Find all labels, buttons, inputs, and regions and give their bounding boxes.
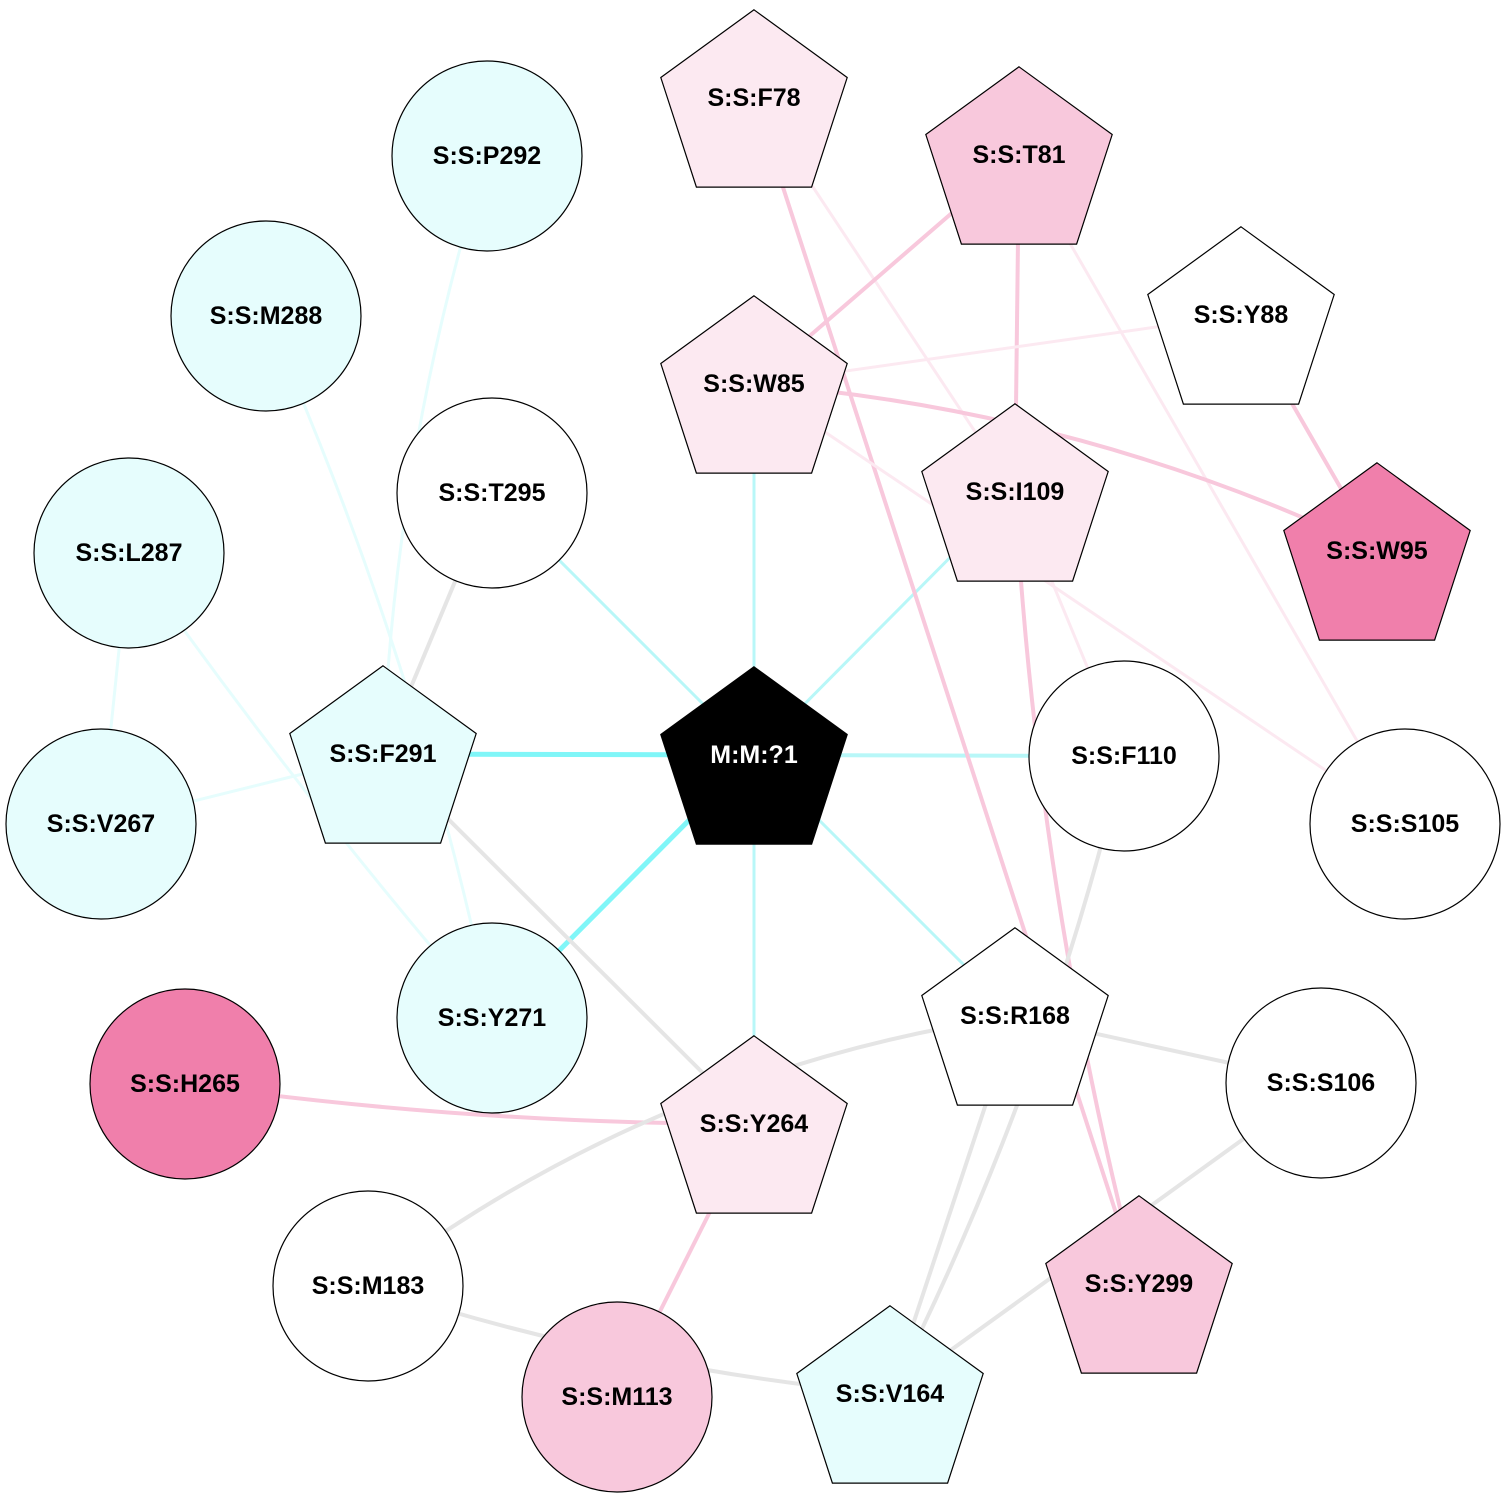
- node-s-s-y264[interactable]: S:S:Y264: [660, 1035, 848, 1214]
- node-m-m-1[interactable]: M:M:?1: [660, 666, 848, 845]
- node-label: S:S:M288: [210, 302, 323, 330]
- node-label: S:S:R168: [960, 1002, 1070, 1030]
- node-s-s-f291[interactable]: S:S:F291: [289, 665, 477, 844]
- pentagon-node-shape: [660, 9, 848, 188]
- node-s-s-w95[interactable]: S:S:W95: [1283, 462, 1471, 641]
- node-s-s-t81[interactable]: S:S:T81: [925, 66, 1113, 245]
- node-label: S:S:F78: [707, 84, 800, 112]
- node-label: S:S:Y299: [1085, 1270, 1193, 1298]
- pentagon-node-shape: [660, 666, 848, 845]
- edge-s-s-w85-to-s-s-s105: [753, 382, 1406, 826]
- pentagon-node-shape: [1045, 1195, 1233, 1374]
- circle-node-shape: [1225, 987, 1417, 1179]
- node-s-s-l287[interactable]: S:S:L287: [33, 457, 225, 649]
- node-label: S:S:W85: [703, 370, 805, 398]
- edge-s-s-w85-to-s-s-w95: [753, 382, 1378, 553]
- circle-node-shape: [521, 1301, 713, 1493]
- node-label: S:S:Y264: [700, 1110, 808, 1138]
- node-label: S:S:P292: [433, 142, 541, 170]
- circle-node-shape: [170, 220, 362, 412]
- node-s-s-m113[interactable]: S:S:M113: [521, 1301, 713, 1493]
- pentagon-node-shape: [921, 927, 1109, 1106]
- node-label: S:S:V164: [836, 1380, 944, 1408]
- circle-node-shape: [396, 922, 588, 1114]
- node-s-s-p292[interactable]: S:S:P292: [391, 60, 583, 252]
- node-s-s-i109[interactable]: S:S:I109: [921, 403, 1109, 582]
- node-label: S:S:S106: [1267, 1069, 1375, 1097]
- node-s-s-h265[interactable]: S:S:H265: [89, 988, 281, 1180]
- node-label: M:M:?1: [710, 741, 798, 769]
- node-s-s-m183[interactable]: S:S:M183: [272, 1190, 464, 1382]
- node-s-s-w85[interactable]: S:S:W85: [660, 295, 848, 474]
- edge-s-s-f78-to-s-s-y299: [752, 97, 1141, 1285]
- node-label: S:S:L287: [76, 539, 183, 567]
- node-s-s-f110[interactable]: S:S:F110: [1028, 660, 1220, 852]
- node-s-s-t295[interactable]: S:S:T295: [396, 397, 588, 589]
- pentagon-node-shape: [796, 1305, 984, 1484]
- node-label: S:S:W95: [1326, 537, 1428, 565]
- node-s-s-y299[interactable]: S:S:Y299: [1045, 1195, 1233, 1374]
- edge-s-s-i109-to-s-s-y299: [1013, 491, 1141, 1285]
- node-label: S:S:Y271: [438, 1004, 546, 1032]
- nodes-layer: M:M:?1 S:S:F78 S:S:T81 S:S:P292 S:S:M288 S:S:…: [5, 9, 1501, 1493]
- node-label: S:S:M183: [312, 1272, 425, 1300]
- circle-node-shape: [33, 457, 225, 649]
- node-s-s-r168[interactable]: S:S:R168: [921, 927, 1109, 1106]
- pentagon-node-shape: [1283, 462, 1471, 641]
- node-s-s-m288[interactable]: S:S:M288: [170, 220, 362, 412]
- circle-node-shape: [1309, 728, 1501, 920]
- node-label: S:S:V267: [47, 810, 155, 838]
- node-label: S:S:M113: [561, 1383, 672, 1411]
- pentagon-node-shape: [660, 1035, 848, 1214]
- node-s-s-s105[interactable]: S:S:S105: [1309, 728, 1501, 920]
- node-label: S:S:I109: [966, 478, 1065, 506]
- node-label: S:S:S105: [1351, 810, 1459, 838]
- node-label: S:S:T295: [439, 479, 546, 507]
- edge-s-s-m288-to-s-s-y271: [264, 315, 494, 1019]
- node-label: S:S:H265: [130, 1070, 240, 1098]
- node-s-s-v164[interactable]: S:S:V164: [796, 1305, 984, 1484]
- circle-node-shape: [89, 988, 281, 1180]
- node-s-s-v267[interactable]: S:S:V267: [5, 728, 197, 920]
- node-label: S:S:T81: [972, 141, 1065, 169]
- node-label: S:S:F110: [1071, 742, 1177, 770]
- node-s-s-s106[interactable]: S:S:S106: [1225, 987, 1417, 1179]
- node-s-s-f78[interactable]: S:S:F78: [660, 9, 848, 188]
- pentagon-node-shape: [660, 295, 848, 474]
- node-label: S:S:Y88: [1194, 301, 1289, 329]
- edge-s-s-t81-to-s-s-s105: [1017, 154, 1407, 825]
- pentagon-node-shape: [1147, 226, 1335, 405]
- circle-node-shape: [1028, 660, 1220, 852]
- circle-node-shape: [272, 1190, 464, 1382]
- node-s-s-y88[interactable]: S:S:Y88: [1147, 226, 1335, 405]
- node-label: S:S:F291: [330, 740, 437, 768]
- circle-node-shape: [391, 60, 583, 252]
- circle-node-shape: [396, 397, 588, 589]
- pentagon-node-shape: [925, 66, 1113, 245]
- node-s-s-y271[interactable]: S:S:Y271: [396, 922, 588, 1114]
- pentagon-node-shape: [921, 403, 1109, 582]
- circle-node-shape: [5, 728, 197, 920]
- pentagon-node-shape: [289, 665, 477, 844]
